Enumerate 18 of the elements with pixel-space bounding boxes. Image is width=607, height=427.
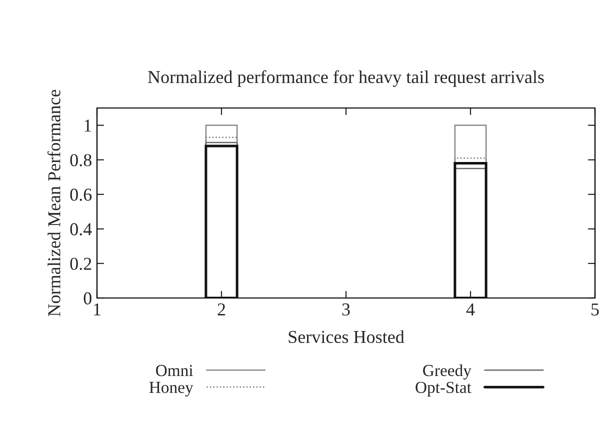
x-axis-title: Services Hosted xyxy=(288,330,404,344)
chart-title: Normalized performance for heavy tail request arrivals xyxy=(148,70,544,87)
legend-label: Greedy xyxy=(423,364,472,380)
x-tick-label: 5 xyxy=(592,304,599,316)
y-tick-label: 0.8 xyxy=(70,154,92,166)
y-tick-label: 0 xyxy=(84,292,92,304)
legend-label: Honey xyxy=(149,382,194,396)
x-tick-label: 3 xyxy=(342,303,350,316)
legend-label: Opt-Stat xyxy=(416,382,472,396)
x-tick-label: 2 xyxy=(218,303,226,316)
y-tick-label: 0.2 xyxy=(70,258,92,270)
y-tick-label: 0.6 xyxy=(70,188,92,201)
y-tick-label: 0.4 xyxy=(70,223,92,236)
y-axis-title: Normalized Mean Performance xyxy=(47,90,60,316)
y-tick-label: 1 xyxy=(84,120,92,132)
x-tick-label: 4 xyxy=(466,304,475,316)
x-tick-label: 1 xyxy=(94,303,100,316)
legend-label: Omni xyxy=(156,364,193,376)
